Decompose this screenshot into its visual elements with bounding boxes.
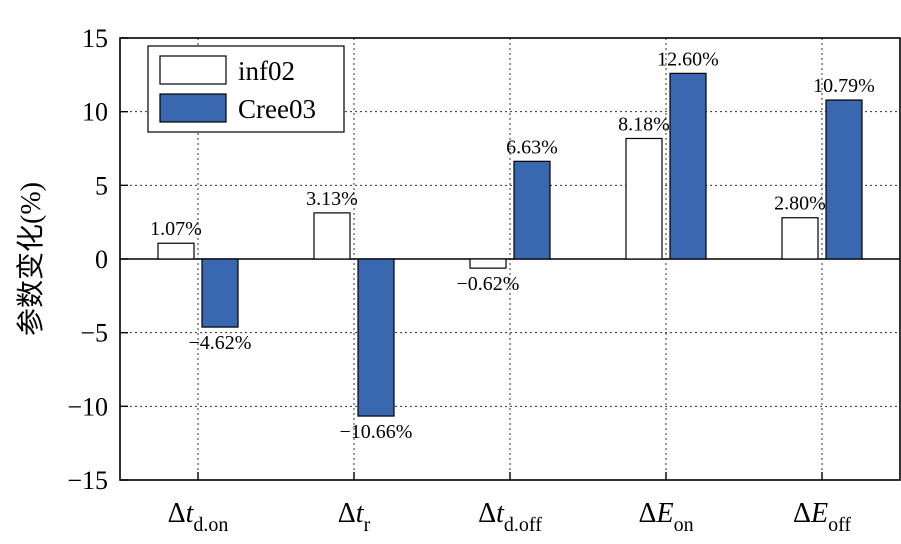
x-tick-label: Δtd.off xyxy=(478,498,542,536)
bar-cree03 xyxy=(513,160,551,260)
y-axis-label: 参数变化(%) xyxy=(15,182,47,336)
bar-inf02 xyxy=(781,217,819,260)
legend: inf02 Cree03 xyxy=(147,45,345,133)
bar-cree03 xyxy=(201,258,239,328)
bar-inf02 xyxy=(469,258,507,269)
legend-swatch xyxy=(159,55,227,85)
y-tick-label: −10 xyxy=(67,392,108,421)
legend-label: inf02 xyxy=(238,56,295,86)
bar-inf02 xyxy=(625,137,663,260)
data-label: −0.62% xyxy=(457,273,520,295)
bar-inf02 xyxy=(157,242,195,260)
y-tick-label: 5 xyxy=(95,171,108,200)
data-label: −4.62% xyxy=(189,332,252,354)
x-axis: Δtd.on Δtr Δtd.off ΔEon ΔEoff xyxy=(168,472,851,536)
y-axis: 15 10 5 0 −5 −10 −15 xyxy=(67,24,128,495)
plot-frame xyxy=(119,37,901,481)
x-tick-label: Δtd.on xyxy=(168,498,229,536)
legend-swatch xyxy=(159,93,227,123)
bar-cree03 xyxy=(669,72,707,260)
x-tick-label: ΔEon xyxy=(638,498,693,536)
bars-layer xyxy=(157,72,863,417)
data-label: 10.79% xyxy=(813,75,875,97)
x-tick-label: Δtr xyxy=(338,498,371,536)
bar-inf02 xyxy=(313,212,351,260)
x-tick-label: ΔEoff xyxy=(793,498,851,536)
bar-cree03 xyxy=(825,99,863,260)
y-tick-label: −5 xyxy=(80,319,108,348)
y-tick-label: 15 xyxy=(82,24,108,53)
y-tick-label: 10 xyxy=(82,98,108,127)
data-label: 6.63% xyxy=(506,136,558,158)
data-label: 8.18% xyxy=(618,113,670,135)
data-label: 3.13% xyxy=(306,188,358,210)
bar-cree03 xyxy=(357,258,395,417)
y-tick-label: −15 xyxy=(67,466,108,495)
data-labels-layer: 1.07% 3.13% −0.62% 8.18% 2.80% −4.62% −10.66% 6… xyxy=(150,48,875,443)
data-label: 1.07% xyxy=(150,218,202,240)
data-label: 2.80% xyxy=(774,193,826,215)
y-tick-label: 0 xyxy=(95,245,108,274)
data-label: 12.60% xyxy=(657,48,719,70)
legend-label: Cree03 xyxy=(238,94,316,124)
data-label: −10.66% xyxy=(340,421,413,443)
